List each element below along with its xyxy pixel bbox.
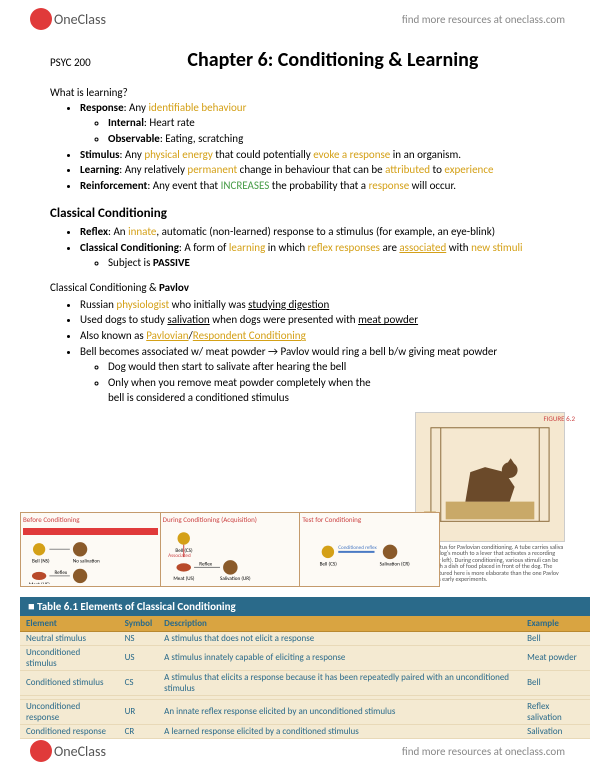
section-heading-classical: Classical Conditioning [50,206,545,221]
table-cell: A stimulus that does not elicit a respon… [158,631,521,645]
list-item: Response: Any identifiable behaviour Int… [80,101,545,147]
table-cell: Conditioned stimulus [20,670,119,695]
page-header: OneClass find more resources at oneclass… [0,0,595,38]
list-item: Subject is PASSIVE [108,256,545,271]
svg-text:No salivation: No salivation [73,559,100,565]
table-row: Neutral stimulusNSA stimulus that does n… [20,631,590,645]
svg-text:Bell (CS): Bell (CS) [320,560,338,567]
footer-tagline: find more resources at oneclass.com [402,745,565,758]
svg-text:Reflex: Reflex [54,570,67,576]
table-cell: Meat powder [521,645,590,670]
table-cell: An innate reflex response elicited by an… [158,699,521,724]
list-item: Internal: Heart rate [108,116,545,131]
figure-label: FIGURE 6.2 [543,414,575,423]
list-item: Used dogs to study salivation when dogs … [80,313,545,328]
svg-text:Salivation (UR): Salivation (UR) [220,574,251,581]
flow-during-icon: Bell (CS) Associated Meat (US) Reflex Sa… [163,526,298,583]
flow-panel-test: Test for Conditioning Bell (CS) Conditio… [300,513,439,586]
table-cell: Unconditioned response [20,699,119,724]
table-cell: UR [119,699,159,724]
table-cell: US [119,645,159,670]
list-item: Dog would then start to salivate after h… [108,360,545,375]
table-cell: A stimulus innately capable of eliciting… [158,645,521,670]
list-item: Observable: Eating, scratching [108,132,545,147]
list-item: Learning: Any relatively permanent chang… [80,163,545,178]
svg-text:Reflex: Reflex [199,561,212,567]
chapter-title: Chapter 6: Conditioning & Learning [121,48,545,72]
list-item: Reinforcement: Any event that INCREASES … [80,179,545,194]
brand-name-footer: OneClass [54,743,106,760]
brand-logo: OneClass [30,8,106,30]
section-heading-pavlov: Classical Conditioning & Pavlov [50,281,545,294]
table-row: Conditioned stimulusCSA stimulus that el… [20,670,590,695]
flow-panel-before: Before Conditioning Bell (NS) No salivat… [21,513,161,586]
table-cell: Unconditioned stimulus [20,645,119,670]
svg-text:Conditioned reflex: Conditioned reflex [339,544,378,550]
classical-conditioning-table: ElementSymbolDescriptionExample Neutral … [20,616,590,739]
page-footer: OneClass find more resources at oneclass… [0,732,595,770]
svg-text:Bell (NS): Bell (NS) [32,558,50,565]
conditioning-flow-diagram: Before Conditioning Bell (NS) No salivat… [20,512,440,587]
header-tagline: find more resources at oneclass.com [402,13,565,26]
classical-list: Reflex: An innate, automatic (non-learne… [50,225,545,271]
logo-circle-icon [30,8,52,30]
list-item: Classical Conditioning: A form of learni… [80,241,545,271]
list-item: Only when you remove meat powder complet… [108,376,388,406]
svg-text:Salivation (CR): Salivation (CR) [380,560,410,567]
table-cell: A stimulus that elicits a response becau… [158,670,521,695]
title-row: PSYC 200 Chapter 6: Conditioning & Learn… [50,48,545,86]
flow-test-icon: Bell (CS) Conditioned reflex Salivation … [302,526,437,583]
learning-list: Response: Any identifiable behaviour Int… [50,101,545,194]
course-code: PSYC 200 [50,56,91,69]
elements-table: ■ Table 6.1 Elements of Classical Condit… [20,597,590,739]
flow-panel-during: During Conditioning (Acquisition) Bell (… [161,513,301,586]
flow-bar-icon [23,528,158,536]
document-content: PSYC 200 Chapter 6: Conditioning & Learn… [0,38,595,652]
table-cell: NS [119,631,159,645]
list-item: Also known as Pavlovian/Respondent Condi… [80,329,545,344]
table-row: Unconditioned responseURAn innate reflex… [20,699,590,724]
list-item: Reflex: An innate, automatic (non-learne… [80,225,545,240]
table-cell: Neutral stimulus [20,631,119,645]
table-header: Element [20,616,119,632]
pavlov-list: Russian physiologist who initially was s… [50,298,545,406]
svg-text:Associated: Associated [168,553,191,559]
brand-name: OneClass [54,11,106,28]
table-cell: Bell [521,631,590,645]
svg-text:Meat (US): Meat (US) [173,574,195,581]
table-header: Description [158,616,521,632]
list-item: Bell becomes associated w/ meat powder →… [80,345,545,405]
svg-text:Meat (US): Meat (US) [29,582,50,584]
logo-circle-icon [30,740,52,762]
flow-before-icon: Bell (NS) No salivation Meat (US) Reflex [23,537,158,583]
section-heading-learning: What is learning? [50,86,545,99]
table-row: Unconditioned stimulusUSA stimulus innat… [20,645,590,670]
table-header: Symbol [119,616,159,632]
list-item: Russian physiologist who initially was s… [80,298,545,313]
table-cell: Bell [521,670,590,695]
table-cell: Reflex salivation [521,699,590,724]
table-header: Example [521,616,590,632]
diagram-area: FIGURE 6.2 An apparatus for Pavlovian co… [50,412,545,652]
table-title: ■ Table 6.1 Elements of Classical Condit… [20,597,590,616]
brand-logo-footer: OneClass [30,740,106,762]
list-item: Stimulus: Any physical energy that could… [80,148,545,163]
table-cell: CS [119,670,159,695]
